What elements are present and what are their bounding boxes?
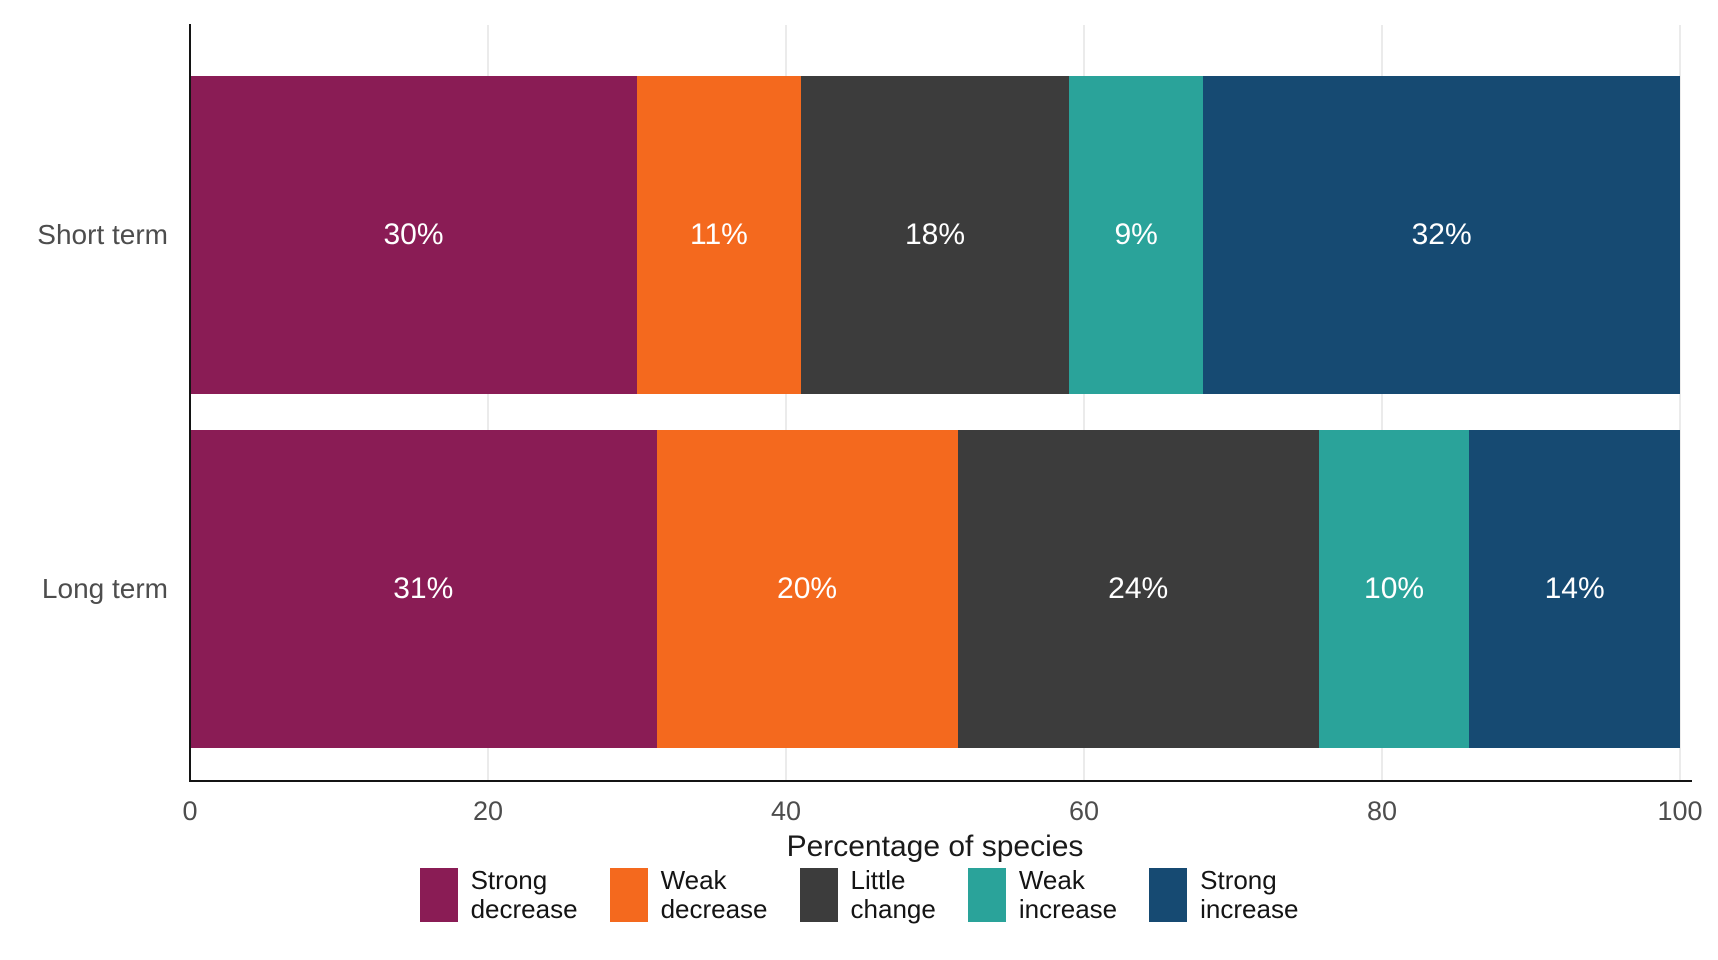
legend-label: Strong decrease: [470, 865, 578, 924]
x-tick-label-0: 0: [182, 796, 198, 826]
legend-label: Little change: [850, 865, 936, 924]
segment-strong-decrease: 30%: [190, 76, 637, 394]
legend-label: Weak decrease: [660, 865, 768, 924]
segment-strong-increase: 14%: [1469, 430, 1680, 748]
segment-value-label: 14%: [1544, 572, 1605, 605]
segment-weak-decrease: 20%: [656, 430, 958, 748]
legend-swatch-icon: [1149, 868, 1188, 922]
x-tick-label-20: 20: [472, 796, 504, 826]
x-tick-label-100: 100: [1657, 796, 1703, 826]
segment-value-label: 31%: [393, 572, 454, 605]
legend-item-weak-decrease: Weak decrease: [609, 865, 768, 924]
y-axis-line: [189, 24, 191, 782]
legend-item-strong-decrease: Strong decrease: [419, 865, 578, 924]
gridline-80: [1381, 25, 1383, 782]
x-tick-label-60: 60: [1068, 796, 1100, 826]
legend-swatch-icon: [967, 868, 1006, 922]
x-tick-label-80: 80: [1366, 796, 1398, 826]
legend-swatch-icon: [799, 868, 838, 922]
category-label-long-term: Long term: [41, 573, 168, 604]
segment-value-label: 18%: [904, 218, 966, 251]
segment-weak-decrease: 11%: [637, 76, 801, 394]
segment-value-label: 20%: [777, 572, 838, 605]
gridline-40: [785, 25, 787, 782]
segment-value-label: 11%: [690, 218, 748, 251]
bar-row-short-term: 30% 11% 18% 9% 32%: [190, 76, 1680, 394]
x-axis-title: Percentage of species: [786, 830, 1084, 863]
legend-item-strong-increase: Strong increase: [1149, 866, 1298, 924]
legend-label: Strong increase: [1200, 865, 1299, 924]
gridline-100: [1679, 25, 1681, 782]
segment-little-change: 24%: [957, 430, 1319, 748]
gridline-20: [487, 25, 489, 782]
segment-value-label: 24%: [1108, 572, 1169, 605]
legend-item-little-change: Little change: [799, 865, 936, 924]
segment-strong-increase: 32%: [1203, 76, 1680, 394]
segment-value-label: 10%: [1364, 572, 1425, 605]
segment-little-change: 18%: [800, 76, 1070, 394]
x-axis-line: [189, 780, 1692, 782]
legend-swatch-icon: [609, 868, 648, 922]
segment-value-label: 32%: [1411, 218, 1472, 251]
gridlines: [190, 25, 1681, 782]
segment-value-label: 30%: [383, 218, 444, 251]
x-tick-label-40: 40: [770, 796, 802, 826]
legend-label: Weak increase: [1018, 865, 1118, 924]
legend-item-weak-increase: Weak increase: [967, 865, 1118, 924]
plot-area: 30% 11% 18% 9% 32% 31% 20% 24% 10% 14%: [190, 25, 1681, 782]
segment-weak-increase: 10%: [1318, 430, 1470, 748]
category-label-short-term: Short term: [37, 219, 168, 250]
bar-row-long-term: 31% 20% 24% 10% 14%: [190, 430, 1680, 748]
gridline-60: [1083, 25, 1085, 782]
segment-weak-increase: 9%: [1069, 76, 1204, 394]
legend-swatch-icon: [419, 868, 458, 922]
segment-value-label: 9%: [1114, 218, 1158, 251]
segment-strong-decrease: 31%: [190, 430, 657, 748]
legend: Strong decrease Weak decrease Little change We…: [0, 866, 1718, 924]
